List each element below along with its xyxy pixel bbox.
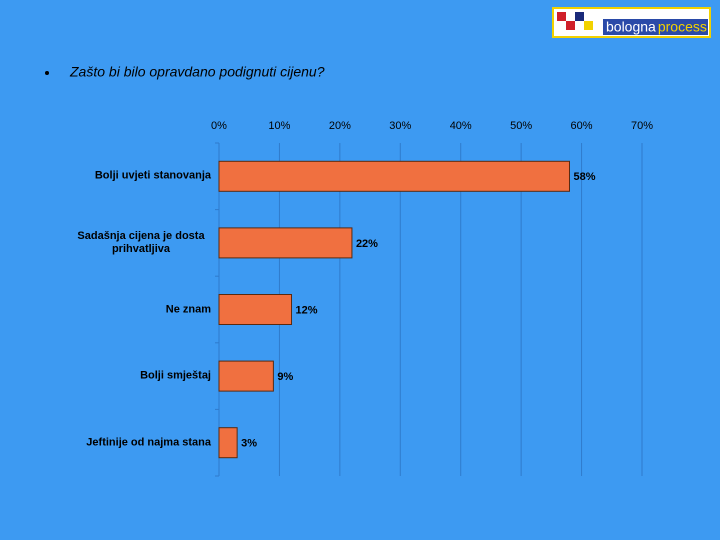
category-label: Bolji uvjeti stanovanja [95, 170, 211, 183]
category-text: Sadašnja cijena je dosta prihvatljiva [77, 229, 205, 255]
category-text: Bolji smještaj [140, 369, 211, 382]
category-label: Jeftinije od najma stana [86, 436, 211, 449]
x-tick-label: 30% [389, 120, 411, 132]
x-tick-label: 70% [631, 120, 653, 132]
logo-brand: bologna process [606, 18, 707, 34]
logo-square [566, 21, 575, 30]
value-label: 12% [296, 304, 318, 316]
bar [218, 294, 293, 325]
category-text: Ne znam [165, 303, 211, 315]
x-tick-label: 60% [571, 120, 593, 132]
category-label: Ne znam [166, 303, 211, 316]
value-label: 58% [573, 171, 595, 183]
value-label: 22% [356, 238, 378, 250]
logo-square [584, 21, 593, 30]
x-tick-label: 20% [329, 120, 351, 132]
bullet [45, 71, 49, 75]
value-label: 3% [241, 438, 257, 450]
x-tick-label: 10% [268, 120, 290, 132]
logo-square [575, 12, 584, 21]
logo-band [603, 19, 708, 35]
category-text: Bolji uvjeti stanovanja [94, 169, 211, 182]
x-tick-label: 40% [450, 120, 472, 132]
bar [218, 160, 570, 192]
x-tick-label: 50% [510, 120, 532, 132]
category-label: Bolji smještaj [140, 370, 211, 383]
value-label: 9% [277, 371, 293, 383]
bar [218, 227, 353, 259]
logo-square [557, 12, 566, 21]
slide-title: Zašto bi bilo opravdano podignuti cijenu… [69, 64, 325, 80]
bar [218, 360, 274, 392]
category-label: Sadašnja cijena je dosta prihvatljiva [71, 230, 211, 256]
bar [218, 427, 238, 459]
logo: bologna process [552, 7, 711, 38]
x-tick-label: 0% [211, 120, 227, 132]
category-text: Jeftinije od najma stana [86, 436, 211, 449]
